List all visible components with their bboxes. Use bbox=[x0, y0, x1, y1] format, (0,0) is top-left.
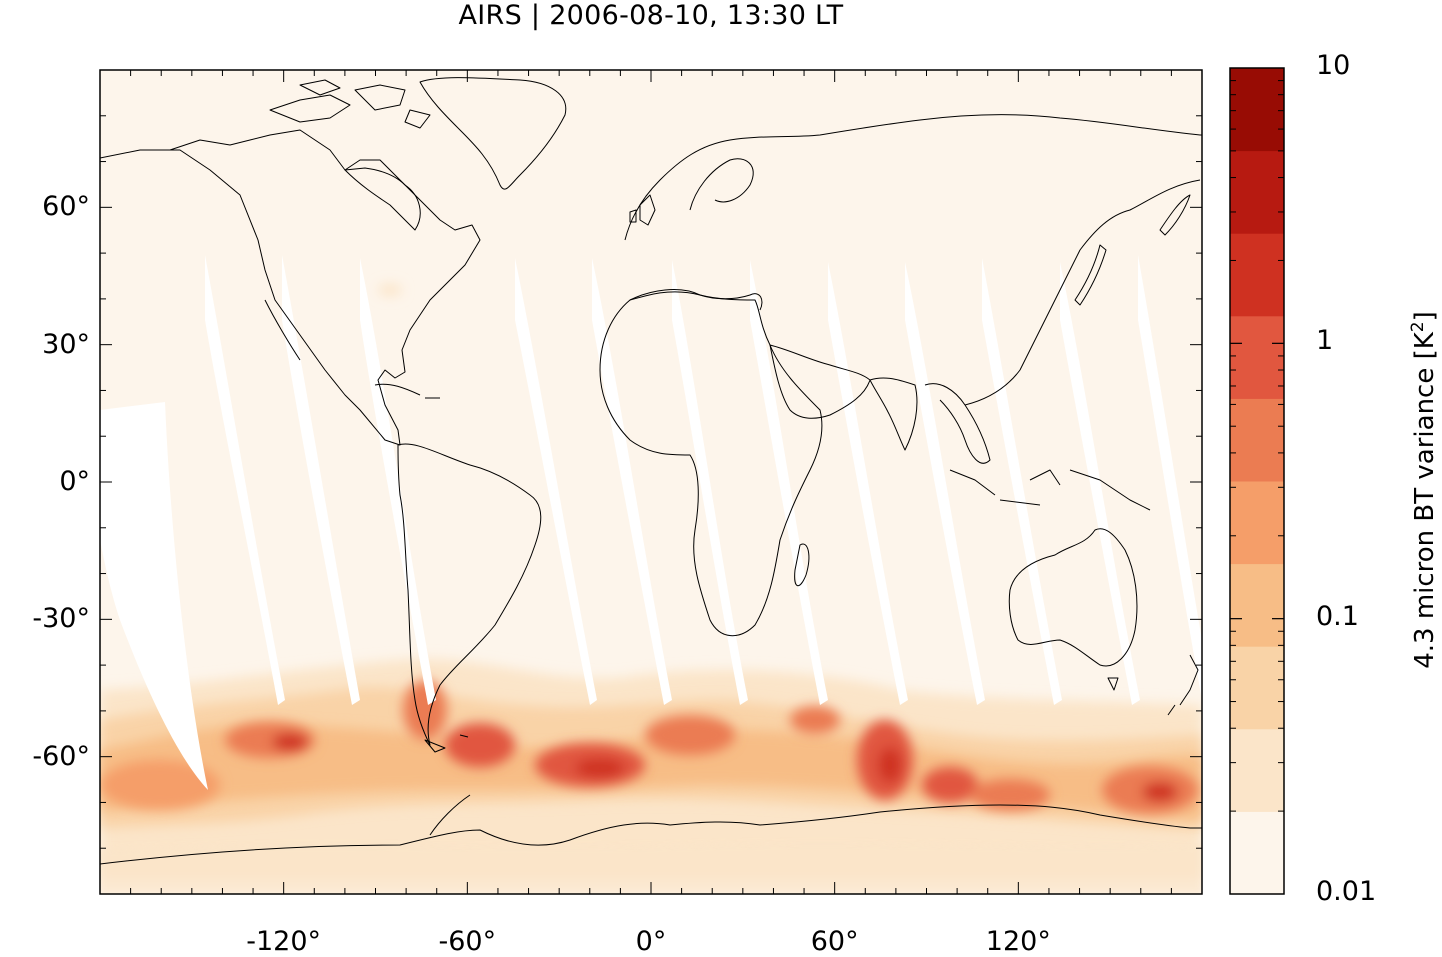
y-tick-label: 0° bbox=[0, 466, 90, 497]
colorbar-tick-label: 10 bbox=[1316, 50, 1350, 81]
hotspot bbox=[645, 715, 735, 755]
x-tick-label: 0° bbox=[591, 926, 711, 957]
colorbar-segment bbox=[1230, 68, 1284, 151]
x-tick-label: -60° bbox=[407, 926, 527, 957]
colorbar-tick-label: 0.1 bbox=[1316, 601, 1359, 632]
colorbar-segment bbox=[1230, 316, 1284, 399]
hotspot bbox=[403, 680, 447, 740]
hotspot bbox=[922, 767, 978, 803]
y-tick-label: -60° bbox=[0, 741, 90, 772]
colorbar-segment bbox=[1230, 646, 1284, 729]
colorbar-segment bbox=[1230, 811, 1284, 894]
colorbar bbox=[1230, 68, 1284, 895]
hotspot bbox=[445, 723, 515, 767]
y-tick-label: -30° bbox=[0, 603, 90, 634]
colorbar-segment bbox=[1230, 151, 1284, 234]
colorbar-segment bbox=[1230, 564, 1284, 647]
colorbar-title-sup: 2 bbox=[1408, 321, 1428, 332]
hotspot bbox=[878, 747, 902, 783]
hotspot bbox=[272, 733, 308, 751]
map-plot-area bbox=[100, 70, 1202, 894]
y-tick-label: 30° bbox=[0, 329, 90, 360]
hotspot bbox=[378, 284, 402, 296]
hotspot bbox=[790, 706, 840, 734]
colorbar-title: 4.3 micron BT variance [K2] bbox=[1408, 311, 1440, 669]
colorbar-tick-label: 0.01 bbox=[1316, 876, 1376, 907]
colorbar-segment bbox=[1230, 729, 1284, 812]
colorbar-title-end: ] bbox=[1410, 311, 1440, 321]
map-title: AIRS | 2006-08-10, 13:30 LT bbox=[100, 0, 1202, 31]
hotspot bbox=[1142, 782, 1178, 802]
colorbar-segment bbox=[1230, 398, 1284, 481]
x-tick-label: 120° bbox=[958, 926, 1078, 957]
x-tick-label: 60° bbox=[775, 926, 895, 957]
hotspot bbox=[575, 758, 625, 778]
colorbar-title-text: 4.3 micron BT variance [K bbox=[1410, 332, 1440, 669]
x-tick-label: -120° bbox=[224, 926, 344, 957]
colorbar-segment bbox=[1230, 481, 1284, 564]
colorbar-tick-label: 1 bbox=[1316, 325, 1333, 356]
y-tick-label: 60° bbox=[0, 191, 90, 222]
colorbar-segment bbox=[1230, 233, 1284, 316]
